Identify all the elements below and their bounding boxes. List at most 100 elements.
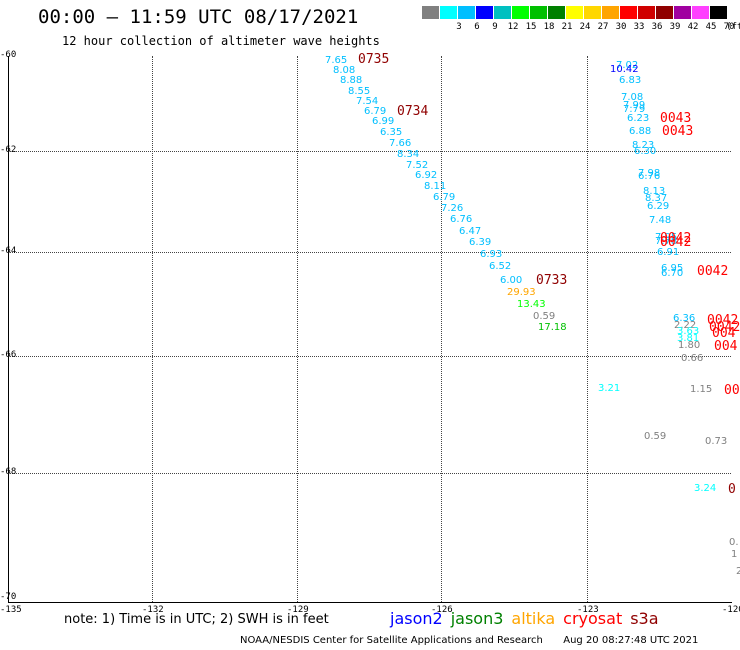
wave-height-value: 0.59 (644, 431, 667, 442)
grid-line-lat (8, 252, 731, 253)
wave-height-value: 0.73 (705, 436, 728, 447)
wave-height-value: 6.47 (459, 226, 482, 237)
legend-label: 9 (492, 22, 498, 32)
wave-height-value: 6.00 (500, 275, 523, 286)
lat-tick-label: -66 (0, 350, 17, 360)
wave-height-value: 6.30 (634, 146, 657, 157)
wave-height-value: 6.52 (489, 261, 512, 272)
wave-height-value: 6.70 (661, 268, 684, 279)
legend-swatch (692, 6, 709, 19)
lat-tick-label: -62 (0, 145, 17, 155)
wave-height-value: 6.76 (450, 214, 473, 225)
map-plot-area (8, 56, 732, 603)
grid-line-lat (8, 356, 731, 357)
wave-height-value: 2.22 (674, 320, 697, 331)
legend-swatch (620, 6, 637, 19)
legend-label: 36 (651, 22, 663, 32)
grid-line-lat (8, 151, 731, 152)
wave-height-value: 6.88 (629, 126, 652, 137)
wave-height-value: 6.39 (469, 237, 492, 248)
wave-height-value: 8.37 (645, 193, 668, 204)
footer-note: note: 1) Time is in UTC; 2) SWH is in fe… (64, 612, 329, 627)
track-time-label: 0 (728, 482, 736, 497)
wave-height-value: 8.34 (397, 149, 420, 160)
wave-height-value: 7.52 (406, 160, 429, 171)
wave-height-value: 7.65 (325, 55, 348, 66)
grid-line-lon (297, 56, 298, 602)
legend-swatch (548, 6, 565, 19)
legend-unit: (ft) (726, 22, 740, 32)
wave-height-value: 8.55 (348, 86, 371, 97)
wave-height-value: 1.80 (678, 340, 701, 351)
grid-line-lon (152, 56, 153, 602)
wave-height-value: 7.78 (655, 236, 678, 247)
footer-credit: NOAA/NESDIS Center for Satellite Applica… (240, 635, 698, 646)
legend-swatch (530, 6, 547, 19)
wave-height-value: 3.24 (694, 483, 717, 494)
lat-tick-label: -64 (0, 246, 17, 256)
wave-height-value: 3.21 (598, 383, 621, 394)
track-time-label: 0042 (660, 231, 692, 246)
wave-height-value: 7.99 (623, 100, 646, 111)
lon-tick-label: -135 (0, 605, 22, 615)
legend-label: 45 (705, 22, 717, 32)
legend-label: 33 (633, 22, 645, 32)
legend-label: 27 (597, 22, 609, 32)
legend-swatch (638, 6, 655, 19)
track-time-label: 0042 (707, 313, 739, 328)
wave-height-value: 6.35 (380, 127, 403, 138)
legend-swatch (476, 6, 493, 19)
lon-tick-label: -126 (431, 605, 453, 615)
wave-height-value: 0. (729, 537, 739, 548)
legend-label: 42 (687, 22, 699, 32)
credit-timestamp: Aug 20 08:27:48 UTC 2021 (563, 635, 699, 646)
legend-label: 39 (669, 22, 681, 32)
wave-height-value: 6.79 (364, 106, 387, 117)
track-time-label: 0735 (358, 52, 390, 67)
grid-line-lat (8, 473, 731, 474)
legend-swatch (566, 6, 583, 19)
wave-height-value: 29.93 (507, 287, 536, 298)
track-time-label: 0043 (662, 124, 694, 139)
wave-height-value: 8.23 (632, 140, 655, 151)
track-time-label: 0043 (660, 111, 692, 126)
wave-height-value: 7.54 (356, 96, 379, 107)
legend-swatch (602, 6, 619, 19)
wave-height-value: 7.48 (649, 215, 672, 226)
satellite-name: cryosat (563, 609, 623, 628)
wave-height-value: 7.66 (389, 138, 412, 149)
wave-height-value: 0.59 (533, 311, 556, 322)
track-time-label: 0733 (536, 273, 568, 288)
wave-height-value: 6.92 (415, 170, 438, 181)
wave-height-value: 6.95 (661, 263, 684, 274)
wave-height-value: 13.43 (517, 299, 546, 310)
track-time-label: 004 (714, 339, 738, 354)
wave-height-value: 8.08 (333, 65, 356, 76)
satellite-legend: jason2 jason3 altika cryosat s3a (390, 609, 667, 628)
legend-swatch (584, 6, 601, 19)
legend-label: 15 (525, 22, 537, 32)
wave-height-value: 2 (736, 566, 740, 577)
wave-height-value: 6.79 (433, 192, 456, 203)
legend-swatch (512, 6, 529, 19)
track-time-label: 004 (712, 326, 736, 341)
legend-label: 18 (543, 22, 555, 32)
page-title: 00:00 – 11:59 UTC 08/17/2021 (38, 6, 359, 28)
lat-tick-label: -60 (0, 50, 17, 60)
lon-tick-label: -129 (287, 605, 309, 615)
lon-tick-label: -120 (722, 605, 740, 615)
grid-line-lon (441, 56, 442, 602)
lat-tick-label: -68 (0, 467, 17, 477)
page-subtitle: 12 hour collection of altimeter wave hei… (62, 34, 380, 48)
legend-swatch (422, 6, 439, 19)
track-time-label: 0042 (660, 235, 692, 250)
track-time-label: 0734 (397, 104, 429, 119)
legend-label: 6 (474, 22, 480, 32)
satellite-name: jason3 (450, 609, 504, 628)
legend-label: 30 (615, 22, 627, 32)
legend-swatch (494, 6, 511, 19)
wave-height-value: 6.29 (647, 201, 670, 212)
wave-height-value: 3.81 (677, 333, 700, 344)
credit-text: NOAA/NESDIS Center for Satellite Applica… (240, 635, 543, 646)
legend-swatch (458, 6, 475, 19)
